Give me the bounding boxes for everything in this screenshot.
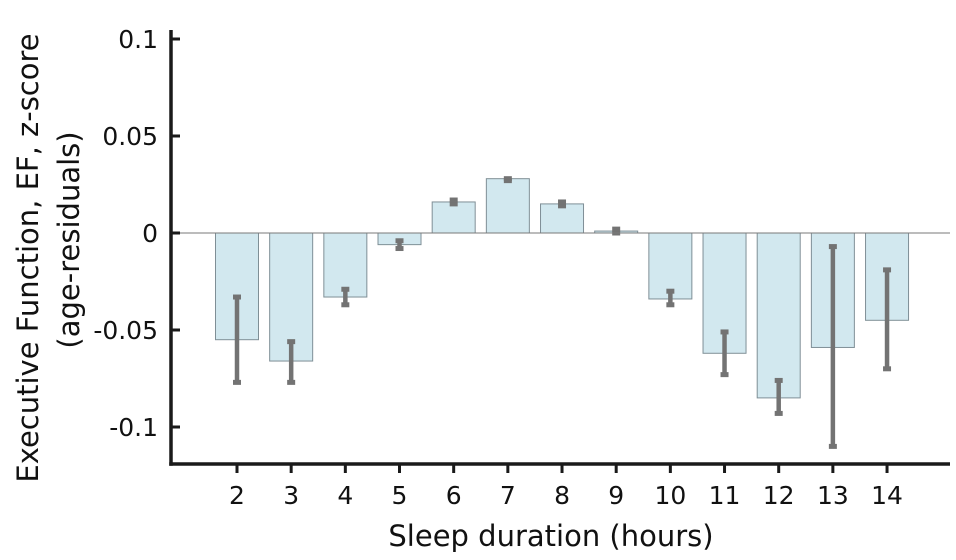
- x-axis-title: Sleep duration (hours): [388, 519, 713, 553]
- x-tick-label-2: 2: [229, 481, 245, 510]
- y-tick-label-3: -0.05: [93, 316, 158, 345]
- x-tick-label-5: 5: [392, 481, 408, 510]
- y-ticks-group: 0.1 0.05 0 -0.05 -0.1: [93, 25, 180, 442]
- x-tick-label-8: 8: [554, 481, 570, 510]
- bar-8h: [540, 203, 585, 234]
- x-tick-label-14: 14: [871, 481, 903, 510]
- axes-group: [169, 30, 950, 466]
- x-tick-label-12: 12: [763, 481, 795, 510]
- x-tick-label-6: 6: [446, 481, 462, 510]
- bar-12h: [756, 232, 801, 399]
- x-tick-label-10: 10: [654, 481, 686, 510]
- x-tick-label-13: 13: [817, 481, 849, 510]
- y-axis-title-line2: (age-residuals): [52, 131, 86, 348]
- y-tick-label-2: 0: [142, 219, 158, 248]
- x-tick-label-7: 7: [500, 481, 516, 510]
- x-tick-label-9: 9: [608, 481, 624, 510]
- y-tick-label-1: 0.05: [102, 122, 158, 151]
- bar-6h: [431, 201, 476, 234]
- bars-group: [215, 178, 910, 399]
- y-tick-label-0: 0.1: [118, 25, 158, 54]
- y-tick-label-4: -0.1: [109, 413, 158, 442]
- bar-7h: [485, 178, 530, 234]
- x-ticks-group: 2 3 4 5 6 7 8 9 10 11 12 13 14: [229, 464, 903, 510]
- x-tick-label-3: 3: [283, 481, 299, 510]
- x-tick-label-4: 4: [337, 481, 353, 510]
- x-tick-label-11: 11: [709, 481, 741, 510]
- y-axis-title-line1: Executive Function, EF, z-score: [11, 33, 45, 482]
